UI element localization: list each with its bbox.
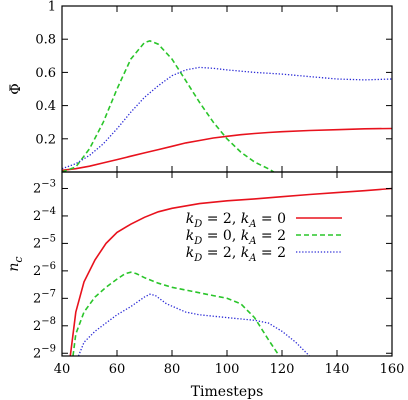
x-tick-label-2: 60 xyxy=(109,362,126,377)
bottom-y-axis-label: nc xyxy=(6,256,25,271)
top-y-tick-label-2: 0.4 xyxy=(35,99,56,114)
bottom-y-tick-label-1: 2−3 xyxy=(33,178,56,196)
legend-entry-1: kD = 2, kA = 0 xyxy=(186,211,342,230)
legend-entry-2: kD = 0, kA = 2 xyxy=(186,228,342,247)
bottom-series-group xyxy=(69,187,392,356)
x-tick-label-4: 100 xyxy=(215,362,240,377)
top-y-tick-label-4: 0.8 xyxy=(35,33,56,48)
top-panel: 0.2 0.4 0.6 0.8 1 xyxy=(35,0,393,173)
top-y-tick-label-5: 1 xyxy=(48,0,56,15)
bottom-y-tick-label-3: 2−5 xyxy=(33,233,56,251)
x-tick-label-5: 120 xyxy=(270,362,295,377)
legend-label-3: kD = 2, kA = 2 xyxy=(186,245,286,264)
legend-label-2: kD = 0, kA = 2 xyxy=(186,228,286,247)
bottom-y-tick-label-5: 2−7 xyxy=(33,288,56,306)
x-tick-label-7: 160 xyxy=(380,362,405,377)
top-y-axis-label: Φ̄ xyxy=(8,83,24,94)
bottom-series-line-3 xyxy=(77,293,310,356)
bottom-panel: 2−3 2−4 2−5 2−6 2−7 2−8 2−940 60 80 100 120 140 160 n… xyxy=(6,171,405,377)
top-series-line-1 xyxy=(62,127,392,172)
bottom-y-tick-label-2: 2−4 xyxy=(33,206,56,224)
bottom-series-line-1 xyxy=(69,187,392,356)
bottom-series-line-2 xyxy=(72,271,280,356)
top-y-tick-label-1: 0.2 xyxy=(35,132,56,147)
top-series-line-2 xyxy=(62,40,275,172)
bottom-plot-frame xyxy=(61,171,393,357)
top-y-tick-label-3: 0.6 xyxy=(35,66,56,81)
bottom-y-tick-label-4: 2−6 xyxy=(33,261,56,279)
top-series-line-3 xyxy=(62,66,392,170)
x-tick-label-6: 140 xyxy=(325,362,350,377)
legend-entry-3: kD = 2, kA = 2 xyxy=(186,245,342,264)
legend-label-1: kD = 2, kA = 0 xyxy=(186,211,286,230)
top-series-group xyxy=(62,40,392,172)
bottom-y-tick-label-7: 2−9 xyxy=(33,343,56,361)
x-tick-label-1: 40 xyxy=(54,362,71,377)
x-tick-label-3: 80 xyxy=(164,362,181,377)
bottom-y-tick-label-6: 2−8 xyxy=(33,316,56,334)
legend: kD = 2, kA = 0kD = 0, kA = 2kD = 2, kA =… xyxy=(186,211,342,264)
top-plot-frame xyxy=(61,5,393,173)
x-axis-label: Timesteps xyxy=(191,384,264,400)
